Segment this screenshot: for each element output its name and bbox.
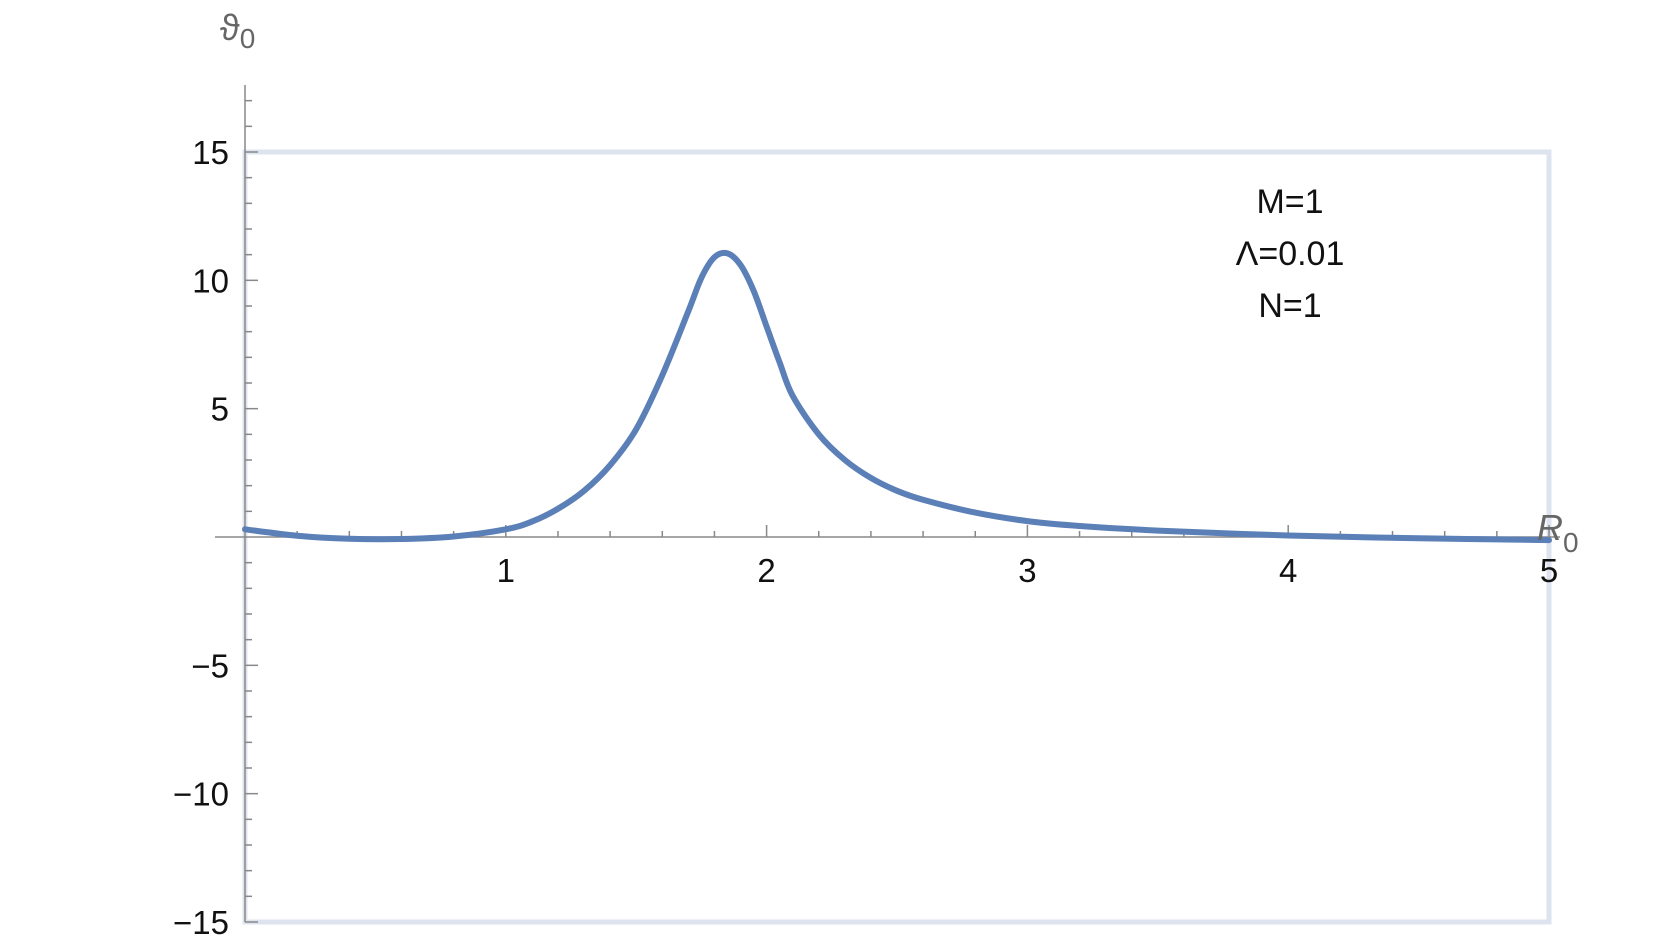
series-line-0 [242, 249, 1552, 544]
y-tick-label: −15 [173, 904, 229, 941]
x-tick-label: 2 [757, 552, 775, 589]
annotation-line-3: N=1 [1258, 287, 1321, 325]
y-tick-label: 5 [211, 391, 229, 428]
y-tick-label: −10 [173, 776, 229, 813]
minor-ticks [245, 99, 1498, 898]
series-layer [242, 249, 1552, 544]
y-axis-label-main: ϑ [220, 7, 240, 48]
x-tick-label: 5 [1540, 552, 1558, 589]
annotation-line-2: Λ=0.01 [1236, 235, 1345, 273]
x-ticks: 1 2 3 4 5 [497, 525, 1558, 589]
x-tick-label: 4 [1279, 552, 1297, 589]
x-tick-label: 1 [497, 552, 515, 589]
x-axis-label-sub: 0 [1563, 527, 1579, 558]
y-axis-label-sub: 0 [240, 23, 256, 54]
y-ticks: 15 10 5 −5 −10 −15 [173, 134, 258, 941]
y-tick-label: −5 [191, 647, 229, 684]
x-axis-label-main: R [1537, 507, 1563, 548]
y-axis-label: ϑ0 [220, 7, 255, 54]
x-tick-label: 3 [1018, 552, 1036, 589]
annotation-line-1: M=1 [1256, 183, 1323, 221]
x-axis-label: R0 [1537, 507, 1579, 558]
y-tick-label: 15 [192, 134, 229, 171]
y-tick-label: 10 [192, 262, 229, 299]
